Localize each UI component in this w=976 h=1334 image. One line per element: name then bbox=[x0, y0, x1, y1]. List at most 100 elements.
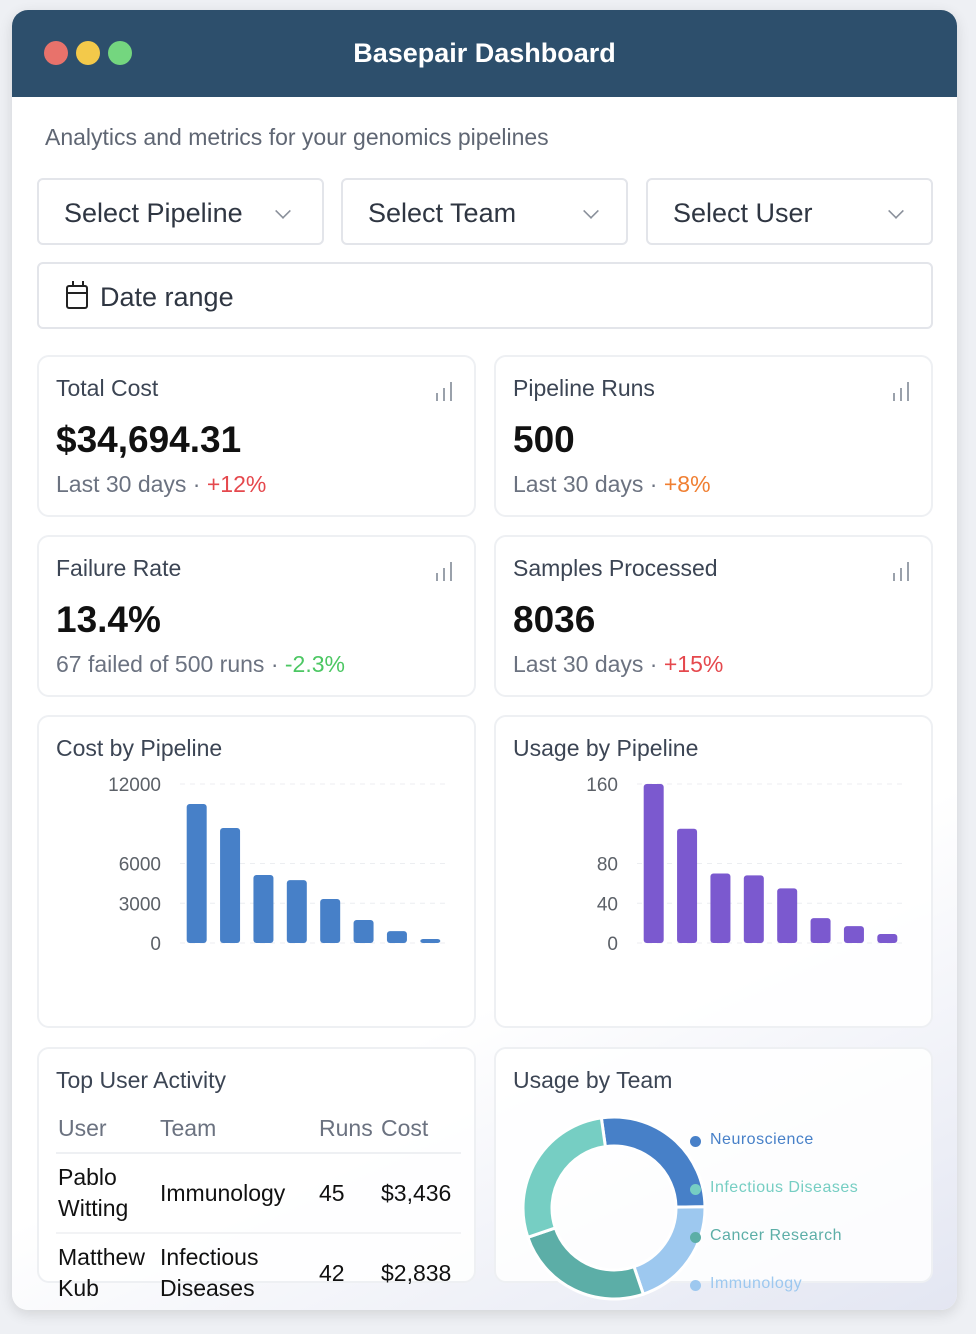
stat-subtitle: Last 30 days · +12% bbox=[56, 471, 266, 498]
top-user-activity-card: Top User Activity User Team Runs Cost Pa… bbox=[37, 1047, 476, 1310]
stat-period: 67 failed of 500 runs · bbox=[56, 651, 285, 677]
stat-change: +8% bbox=[663, 471, 711, 497]
stat-card: Samples Processed 8036 Last 30 days · +1… bbox=[494, 535, 933, 697]
chart-title: Cost by Pipeline bbox=[56, 735, 223, 761]
stat-value: 13.4% bbox=[56, 599, 161, 640]
stat-subtitle: Last 30 days · +8% bbox=[513, 471, 711, 498]
stat-card: Pipeline Runs 500 Last 30 days · +8% bbox=[494, 355, 933, 517]
team-select-label: Select Team bbox=[368, 198, 517, 228]
column-header-cost: Cost bbox=[379, 1111, 461, 1154]
bar bbox=[877, 934, 898, 943]
legend-item[interactable]: Infectious Diseases bbox=[690, 1179, 858, 1197]
stat-title: Failure Rate bbox=[56, 555, 182, 581]
table-row[interactable]: Pablo Witting Immunology 45 $3,436 bbox=[56, 1153, 461, 1234]
stat-value: 500 bbox=[513, 419, 575, 460]
stat-change: -2.3% bbox=[284, 651, 345, 677]
bar bbox=[420, 939, 441, 943]
stat-period: Last 30 days · bbox=[513, 471, 664, 497]
bar bbox=[843, 926, 864, 943]
y-tick-label: 160 bbox=[586, 775, 618, 796]
column-header-user: User bbox=[56, 1111, 158, 1154]
runs-cell: 42 bbox=[317, 1233, 379, 1310]
y-tick-label: 3000 bbox=[119, 894, 161, 915]
bar bbox=[320, 899, 341, 943]
bar bbox=[643, 784, 664, 943]
page-subtitle: Analytics and metrics for your genomics … bbox=[45, 124, 549, 150]
stat-value: 8036 bbox=[513, 599, 596, 640]
stat-title: Samples Processed bbox=[513, 555, 718, 581]
legend-dot-icon bbox=[690, 1136, 701, 1147]
y-tick-label: 80 bbox=[597, 855, 618, 876]
column-header-team: Team bbox=[158, 1111, 317, 1154]
bar bbox=[710, 873, 731, 943]
stat-card: Failure Rate 13.4% 67 failed of 500 runs… bbox=[37, 535, 476, 697]
user-activity-table: User Team Runs Cost Pablo Witting Immuno… bbox=[56, 1111, 461, 1310]
stat-change: +12% bbox=[206, 471, 267, 497]
team-cell: Infectious Diseases bbox=[158, 1233, 317, 1310]
stat-value: $34,694.31 bbox=[56, 419, 242, 460]
cost-cell: $2,838 bbox=[379, 1233, 461, 1310]
bar-chart-icon bbox=[891, 381, 911, 401]
bar bbox=[186, 804, 207, 943]
stat-card: Total Cost $34,694.31 Last 30 days · +12… bbox=[37, 355, 476, 517]
donut-slice-cancer-research bbox=[525, 1226, 646, 1301]
maximize-button[interactable] bbox=[108, 41, 132, 65]
stat-title: Pipeline Runs bbox=[513, 375, 655, 401]
date-range-label: Date range bbox=[100, 282, 234, 312]
user-select[interactable]: Select User bbox=[646, 178, 933, 245]
stat-subtitle: Last 30 days · +15% bbox=[513, 651, 723, 678]
bar bbox=[677, 828, 698, 943]
y-tick-label: 0 bbox=[150, 934, 161, 955]
legend-label: Neuroscience bbox=[710, 1131, 814, 1148]
close-button[interactable] bbox=[44, 41, 68, 65]
y-tick-label: 6000 bbox=[119, 855, 161, 876]
chevron-down-icon bbox=[583, 203, 599, 219]
y-tick-label: 0 bbox=[607, 934, 618, 955]
column-header-runs: Runs bbox=[317, 1111, 379, 1154]
team-cell: Immunology bbox=[158, 1153, 317, 1234]
cost-by-pipeline-card: Cost by Pipeline 0 3000 6000 12000 bbox=[37, 715, 476, 1028]
pipeline-select[interactable]: Select Pipeline bbox=[37, 178, 324, 245]
stat-change: +15% bbox=[663, 651, 724, 677]
pipeline-select-label: Select Pipeline bbox=[64, 198, 243, 228]
stat-subtitle: 67 failed of 500 runs · -2.3% bbox=[56, 651, 345, 678]
user-select-label: Select User bbox=[673, 198, 813, 228]
dashboard-window: Basepair Dashboard Analytics and metrics… bbox=[12, 10, 957, 1310]
bar-chart-icon bbox=[434, 381, 454, 401]
bar bbox=[353, 919, 374, 943]
bar-chart-icon bbox=[434, 561, 454, 581]
chart-title: Usage by Pipeline bbox=[513, 735, 699, 761]
chevron-down-icon bbox=[275, 203, 291, 219]
table-row[interactable]: Matthew Kub Infectious Diseases 42 $2,83… bbox=[56, 1233, 461, 1310]
usage-bar-chart: 0 40 80 160 bbox=[586, 775, 904, 955]
bar bbox=[386, 931, 407, 943]
legend-label: Cancer Research bbox=[710, 1227, 842, 1244]
stat-period: Last 30 days · bbox=[56, 471, 207, 497]
legend-dot-icon bbox=[690, 1280, 701, 1291]
stat-title: Total Cost bbox=[56, 375, 159, 401]
usage-by-pipeline-card: Usage by Pipeline 0 40 80 160 bbox=[494, 715, 933, 1028]
donut-slice-infectious-diseases bbox=[521, 1116, 608, 1240]
legend-item[interactable]: Neuroscience bbox=[690, 1131, 814, 1149]
legend-item[interactable]: Immunology bbox=[690, 1275, 802, 1293]
minimize-button[interactable] bbox=[76, 41, 100, 65]
usage-by-team-card: Usage by Team Neuroscience Infectious Dis… bbox=[494, 1047, 933, 1301]
bar bbox=[253, 875, 274, 943]
date-range-picker[interactable]: Date range bbox=[37, 262, 933, 329]
card-title: Top User Activity bbox=[56, 1067, 226, 1093]
legend-dot-icon bbox=[690, 1232, 701, 1243]
donut-slice-neuroscience bbox=[599, 1115, 707, 1209]
bar-chart-icon bbox=[891, 561, 911, 581]
stat-period: Last 30 days · bbox=[513, 651, 664, 677]
legend-item[interactable]: Cancer Research bbox=[690, 1227, 842, 1245]
y-tick-label: 40 bbox=[597, 894, 618, 915]
y-tick-label: 12000 bbox=[108, 775, 161, 796]
bar bbox=[743, 875, 764, 943]
cost-bar-chart: 0 3000 6000 12000 bbox=[108, 775, 447, 955]
team-select[interactable]: Select Team bbox=[341, 178, 628, 245]
chart-title: Usage by Team bbox=[513, 1067, 673, 1093]
bar bbox=[286, 880, 307, 943]
user-cell: Matthew Kub bbox=[56, 1233, 158, 1310]
bar bbox=[810, 918, 831, 943]
team-donut-chart bbox=[521, 1115, 707, 1301]
